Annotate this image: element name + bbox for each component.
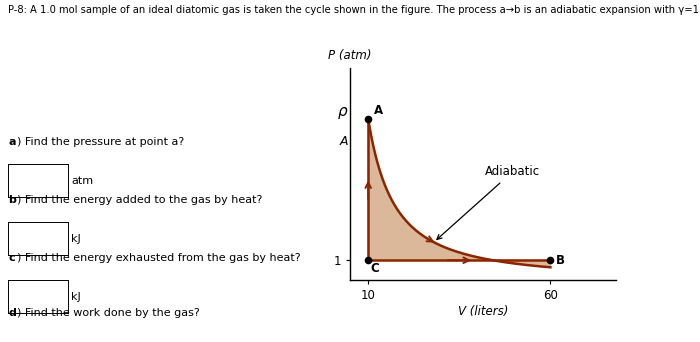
Text: P-8: A 1.0 mol sample of an ideal diatomic gas is taken the cycle shown in the f: P-8: A 1.0 mol sample of an ideal diatom… [8, 5, 700, 15]
Text: C: C [370, 262, 379, 275]
Text: kJ: kJ [71, 292, 81, 302]
X-axis label: V (liters): V (liters) [458, 305, 508, 318]
Text: $\rho$: $\rho$ [337, 105, 348, 121]
Text: atm: atm [71, 175, 94, 186]
Text: kJ: kJ [71, 234, 81, 244]
Text: P (atm): P (atm) [328, 49, 372, 62]
Text: B: B [556, 254, 565, 267]
Text: b: b [8, 195, 16, 205]
Text: A: A [374, 104, 383, 117]
Text: ) Find the energy exhausted from the gas by heat?: ) Find the energy exhausted from the gas… [17, 253, 300, 263]
Text: a: a [8, 137, 16, 147]
Text: Adiabatic: Adiabatic [437, 166, 540, 239]
Text: c: c [8, 253, 15, 263]
Text: ) Find the energy added to the gas by heat?: ) Find the energy added to the gas by he… [17, 195, 262, 205]
Polygon shape [368, 119, 550, 267]
Text: A: A [340, 135, 348, 148]
Text: ) Find the work done by the gas?: ) Find the work done by the gas? [17, 308, 199, 318]
Text: ) Find the pressure at point a?: ) Find the pressure at point a? [17, 137, 184, 147]
Text: d: d [8, 308, 16, 318]
